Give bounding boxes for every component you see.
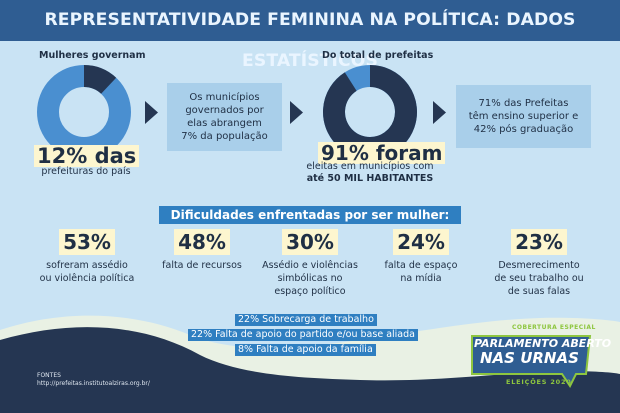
box-line: 71% das Prefeitas [478, 98, 569, 109]
big-number-91: 91% foram [318, 142, 446, 164]
stat-pct: 23% [511, 229, 567, 255]
box-line: governados por [185, 105, 264, 116]
stat-pct: 53% [59, 229, 115, 255]
stat-desc-line: Assédio e violências [262, 260, 358, 271]
header-bar: REPRESENTATIVIDADE FEMININA NA POLÍTICA:… [0, 0, 620, 71]
stat-pct: 24% [393, 229, 449, 255]
donut-segment-12pct [83, 65, 117, 95]
logo-bubble [471, 335, 592, 388]
stat-item-30: 30% Assédio e violências simbólicas no e… [246, 229, 374, 298]
stat-item-23: 23% Desmerecimento de seu trabalho ou de… [474, 229, 604, 298]
stat-desc-line: na mídia [400, 273, 442, 284]
chevron-right-icon [145, 101, 158, 124]
stat-item-24: 24% falta de espaço na mídia [362, 229, 480, 285]
box-line: Os municípios [189, 92, 260, 103]
chevron-right-icon [433, 101, 446, 124]
stat-desc-line: falta de espaço [384, 260, 458, 271]
logo-year: ELEIÇÕES 2020 [506, 378, 572, 386]
stat-desc-line: simbólicas no [277, 273, 343, 284]
right-label: Do total de prefeitas [322, 50, 434, 61]
right-sub-line-1: eleitas em municípios com [306, 161, 434, 172]
stat-pct: 30% [282, 229, 338, 255]
right-sub-line-2: até 50 MIL HABITANTES [306, 173, 434, 184]
difficulties-title: Dificuldades enfrentadas por ser mulher: [159, 206, 461, 224]
info-box-populacao: Os municípios governados por elas abrang… [167, 83, 282, 151]
extra-stat: 22% Sobrecarga de trabalho [235, 314, 377, 326]
logo-top: COBERTURA ESPECIAL [512, 324, 596, 331]
stat-desc-line: de suas falas [507, 286, 571, 297]
left-label: Mulheres governam [39, 50, 146, 61]
stat-desc-line: falta de recursos [162, 260, 242, 271]
info-box-escolaridade: 71% das Prefeitas têm ensino superior e … [456, 85, 591, 148]
box-line: 42% pós graduação [473, 124, 574, 135]
stat-desc-line: espaço político [274, 286, 346, 297]
logo-badge [471, 335, 592, 388]
stat-pct: 48% [174, 229, 230, 255]
logo-line2: NAS URNAS [480, 349, 579, 367]
sources-label: FONTES [37, 372, 61, 379]
left-sub: prefeituras do país [41, 166, 131, 177]
sources-link[interactable]: http://prefeitas.institutoalziras.org.br… [37, 380, 150, 387]
stat-desc-line: Desmerecimento [498, 260, 580, 271]
box-line: têm ensino superior e [468, 111, 579, 122]
stat-desc-line: de seu trabalho ou [494, 273, 584, 284]
donut-track [37, 65, 131, 159]
stat-desc-line: ou violência política [39, 273, 135, 284]
box-line: 7% da população [181, 131, 268, 142]
extra-stat: 22% Falta de apoio do partido e/ou base … [188, 329, 418, 341]
logo-line1: PARLAMENTO ABERTO [474, 337, 612, 350]
stat-item-53: 53% sofreram assédio ou violência políti… [24, 229, 150, 285]
bottom-waves [0, 315, 620, 413]
donut-segment-91pct [323, 65, 417, 159]
chevron-right-icon [290, 101, 303, 124]
right-sub: eleitas em municípios com até 50 MIL HAB… [298, 161, 442, 185]
stat-item-48: 48% falta de recursos [142, 229, 262, 272]
wave-dark [0, 327, 620, 413]
big-number-12: 12% das [34, 145, 140, 167]
stat-desc-line: sofreram assédio [46, 260, 128, 271]
box-line: elas abrangem [187, 118, 262, 129]
extra-stat: 8% Falta de apoio da família [235, 344, 376, 356]
page-title: REPRESENTATIVIDADE FEMININA NA POLÍTICA:… [44, 10, 576, 71]
